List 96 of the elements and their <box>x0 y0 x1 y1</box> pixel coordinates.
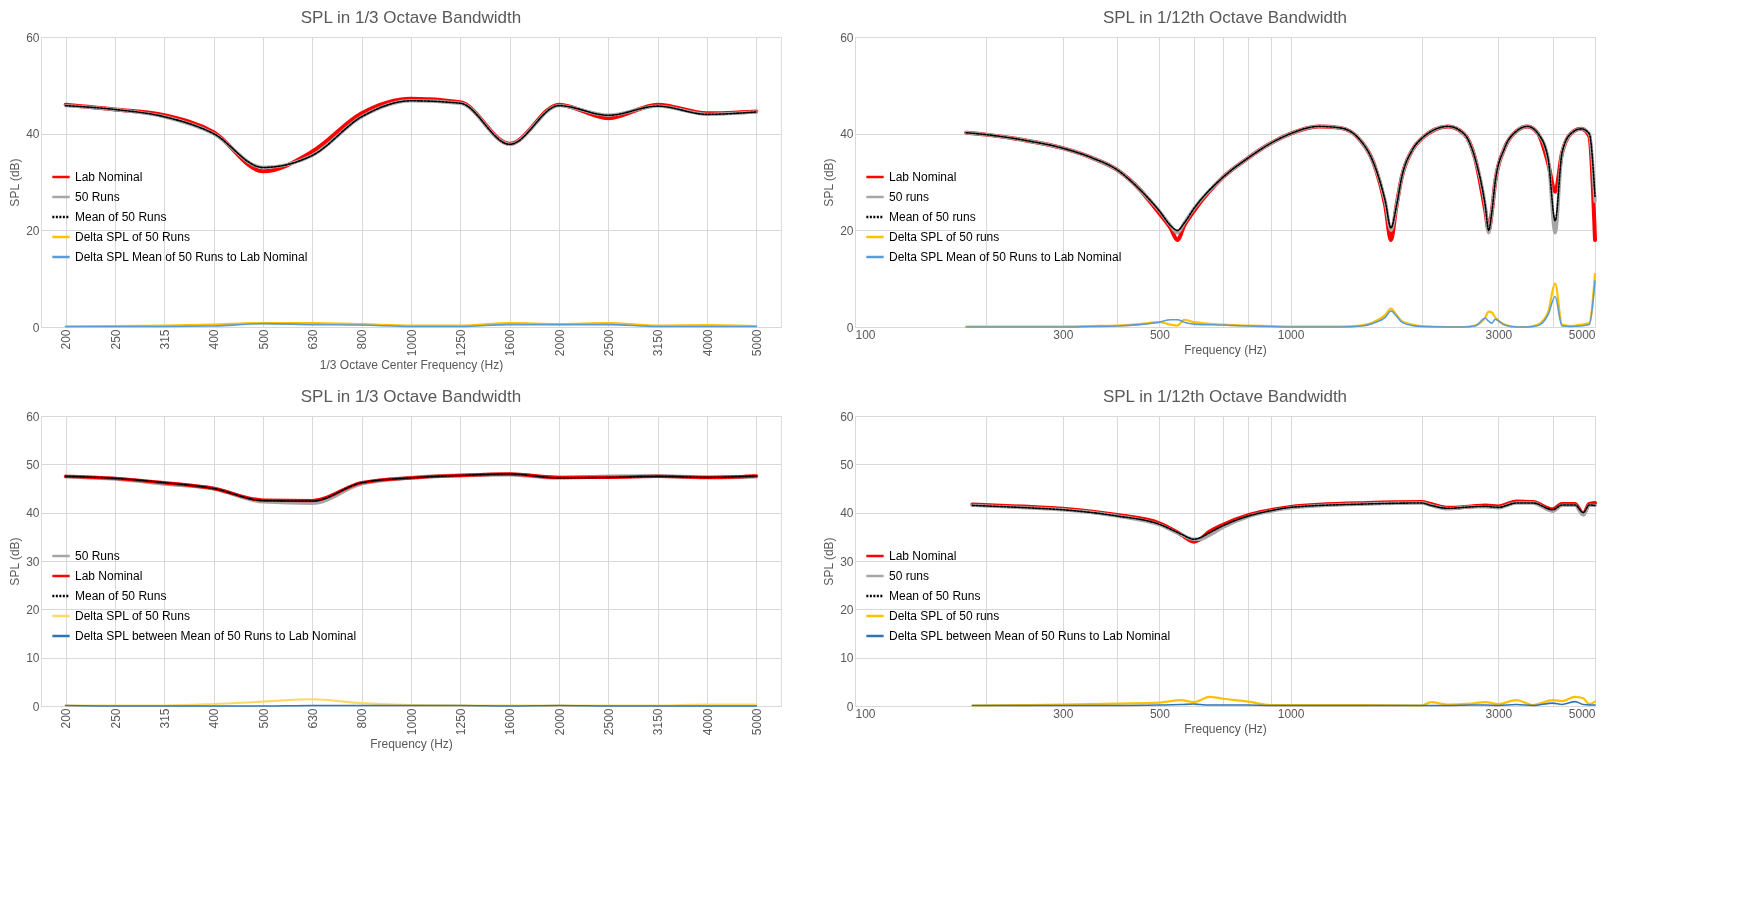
legend-label: 50 Runs <box>75 549 120 563</box>
y-tick-label: 40 <box>26 127 40 142</box>
x-tick-label: 315 <box>157 329 172 350</box>
x-tick-label: 5000 <box>1568 706 1596 721</box>
x-tick-label: 2500 <box>601 329 616 357</box>
legend-label: Delta SPL of 50 runs <box>889 609 1000 623</box>
x-tick-label: 3000 <box>1485 327 1513 342</box>
x-tick-label: 800 <box>355 708 370 729</box>
legend-label: Delta SPL Mean of 50 Runs to Lab Nominal <box>75 250 308 264</box>
x-tick-label: 5000 <box>1568 327 1596 342</box>
y-tick-label: 50 <box>840 457 854 472</box>
y-tick-label: 0 <box>32 699 40 714</box>
x-tick-label: 1000 <box>1277 327 1305 342</box>
x-tick-label: 800 <box>355 329 370 350</box>
x-tick-label: 3150 <box>651 329 666 357</box>
x-tick-label: 1250 <box>453 329 468 357</box>
legend-label: Delta SPL between Mean of 50 Runs to Lab Nominal <box>889 629 1171 643</box>
x-axis-title: Frequency (Hz) <box>370 737 453 752</box>
x-tick-label: 1600 <box>503 708 518 736</box>
legend-label: 50 runs <box>889 190 930 204</box>
x-tick-label: 630 <box>305 708 320 729</box>
legend-label: Mean of 50 Runs <box>75 589 167 603</box>
x-tick-label: 2000 <box>552 329 567 357</box>
x-tick-label: 200 <box>59 329 74 350</box>
legend-label: Mean of 50 Runs <box>889 589 981 603</box>
x-tick-label: 500 <box>1149 706 1171 721</box>
legend-label: Delta SPL of 50 Runs <box>75 230 190 244</box>
legend-label: Mean of 50 runs <box>889 210 976 224</box>
legend-label: Mean of 50 Runs <box>75 210 167 224</box>
x-tick-label: 630 <box>305 329 320 350</box>
y-tick-label: 60 <box>26 30 40 45</box>
x-tick-label: 5000 <box>749 329 764 357</box>
y-axis-title: SPL (dB) <box>822 537 837 586</box>
x-tick-label: 4000 <box>700 329 715 357</box>
x-tick-label: 250 <box>108 329 123 350</box>
x-tick-label: 1000 <box>1277 706 1305 721</box>
legend-label: Delta SPL Mean of 50 Runs to Lab Nominal <box>889 250 1122 264</box>
y-axis-title: SPL (dB) <box>8 158 23 207</box>
x-tick-label: 300 <box>1053 706 1074 721</box>
y-tick-label: 60 <box>840 409 854 424</box>
x-tick-label: 1000 <box>404 708 419 736</box>
y-tick-label: 40 <box>840 127 854 142</box>
x-tick-label: 100 <box>855 706 876 721</box>
x-tick-label: 4000 <box>700 708 715 736</box>
x-tick-label: 100 <box>855 327 876 342</box>
x-tick-label: 2500 <box>601 708 616 736</box>
y-tick-label: 0 <box>32 320 40 335</box>
x-tick-label: 1250 <box>453 708 468 736</box>
x-tick-label: 500 <box>256 329 271 350</box>
x-axis-title: 1/3 Octave Center Frequency (Hz) <box>319 358 504 373</box>
x-tick-label: 1000 <box>404 329 419 357</box>
y-tick-label: 60 <box>840 30 854 45</box>
y-tick-label: 10 <box>840 651 854 666</box>
y-tick-label: 50 <box>26 457 40 472</box>
legend-label: Delta SPL between Mean of 50 Runs to Lab Nominal <box>75 629 357 643</box>
legend-label: Delta SPL of 50 Runs <box>75 609 190 623</box>
y-tick-label: 10 <box>26 651 40 666</box>
y-tick-label: 0 <box>846 699 854 714</box>
x-tick-label: 3000 <box>1485 706 1513 721</box>
x-tick-label: 5000 <box>749 708 764 736</box>
y-tick-label: 30 <box>840 554 854 569</box>
x-tick-label: 250 <box>108 708 123 729</box>
y-tick-label: 30 <box>26 554 40 569</box>
x-tick-label: 1600 <box>503 329 518 357</box>
x-tick-label: 3150 <box>651 708 666 736</box>
y-tick-label: 20 <box>26 602 40 617</box>
y-axis-title: SPL (dB) <box>8 537 23 586</box>
y-tick-label: 20 <box>840 223 854 238</box>
legend-label: 50 runs <box>889 569 930 583</box>
x-axis-title: Frequency (Hz) <box>1184 342 1267 357</box>
x-tick-label: 400 <box>207 329 222 350</box>
x-tick-label: 400 <box>207 708 222 729</box>
x-tick-label: 2000 <box>552 708 567 736</box>
legend-label: Lab Nominal <box>889 549 957 563</box>
y-tick-label: 0 <box>846 320 854 335</box>
chart-title: SPL in 1/3 Octave Bandwidth <box>300 387 522 406</box>
chart-title: SPL in 1/3 Octave Bandwidth <box>300 8 522 27</box>
y-tick-label: 40 <box>26 506 40 521</box>
legend-label: 50 Runs <box>75 190 120 204</box>
y-tick-label: 20 <box>840 602 854 617</box>
x-axis-title: Frequency (Hz) <box>1184 721 1267 736</box>
x-tick-label: 300 <box>1053 327 1074 342</box>
x-tick-label: 500 <box>256 708 271 729</box>
y-axis-title: SPL (dB) <box>822 158 837 207</box>
y-tick-label: 60 <box>26 409 40 424</box>
legend-label: Delta SPL of 50 runs <box>889 230 1000 244</box>
x-tick-label: 315 <box>157 708 172 729</box>
y-tick-label: 40 <box>840 506 854 521</box>
x-tick-label: 200 <box>59 708 74 729</box>
chart-title: SPL in 1/12th Octave Bandwidth <box>1102 8 1348 27</box>
chart-title: SPL in 1/12th Octave Bandwidth <box>1102 387 1348 406</box>
legend-label: Lab Nominal <box>75 170 143 184</box>
legend-label: Lab Nominal <box>889 170 957 184</box>
legend-label: Lab Nominal <box>75 569 143 583</box>
y-tick-label: 20 <box>26 223 40 238</box>
x-tick-label: 500 <box>1149 327 1171 342</box>
